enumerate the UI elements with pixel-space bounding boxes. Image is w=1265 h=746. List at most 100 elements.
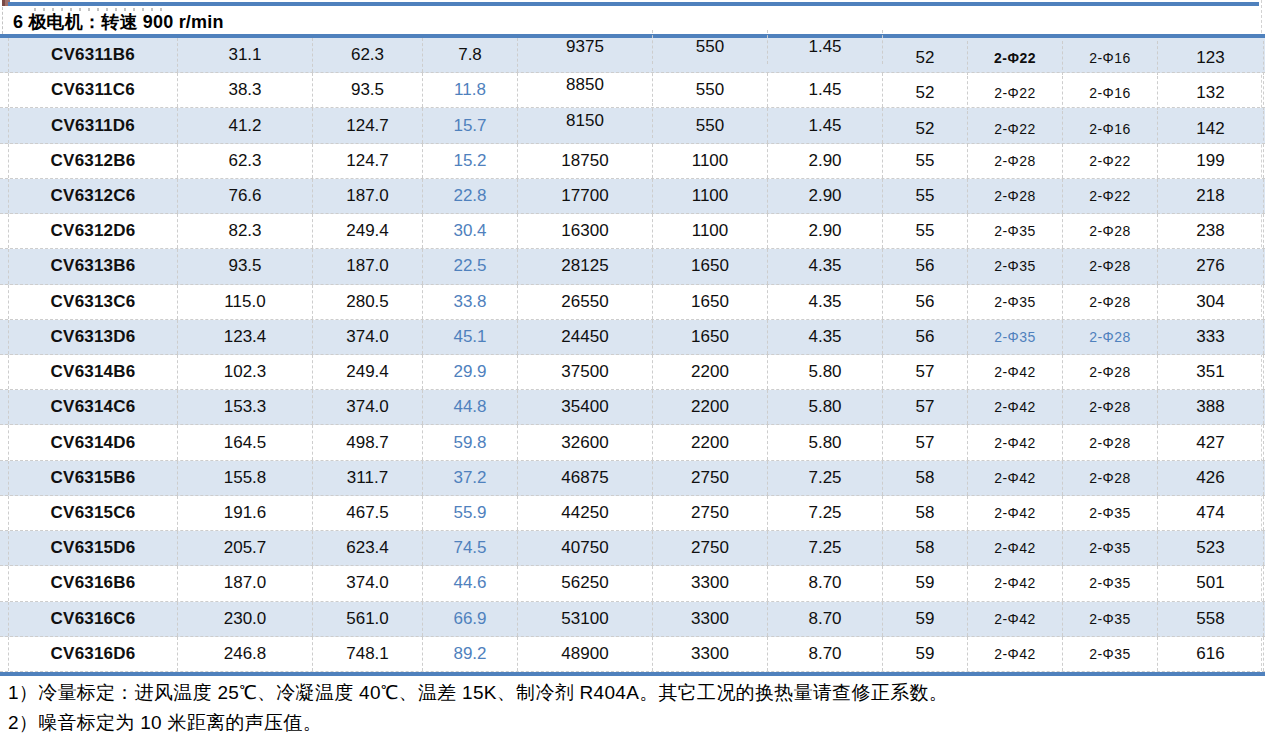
value-cell: 33.8 [423, 285, 518, 319]
value-cell: 501 [1158, 566, 1264, 600]
table-row: CV6312D682.3249.430.41630011002.90552-Φ3… [0, 214, 1265, 249]
value-cell: 2-Φ42 [968, 390, 1063, 424]
value-cell: 2-Φ35 [1063, 496, 1158, 530]
value-cell: 2-Φ22 [968, 111, 1063, 145]
value-cell: 57 [883, 425, 968, 459]
table-row: CV6314B6102.3249.429.93750022005.80572-Φ… [0, 355, 1265, 390]
value-cell: 44.6 [423, 566, 518, 600]
value-cell: 17700 [518, 179, 653, 213]
value-cell: 2-Φ42 [968, 425, 1063, 459]
table-row: CV6311D641.2124.715.781505501.45522-Φ222… [0, 108, 1265, 143]
datasheet-page: 6 极电机：转速 900 r/min CV6311B631.162.37.893… [0, 0, 1265, 746]
value-cell: 30.4 [423, 214, 518, 248]
value-cell: 52 [883, 111, 968, 145]
table-row: CV6313C6115.0280.533.82655016504.35562-Φ… [0, 285, 1265, 320]
value-cell: 2-Φ28 [1063, 285, 1158, 319]
value-cell: 2-Φ42 [968, 461, 1063, 495]
footnotes: 1）冷量标定：进风温度 25℃、冷凝温度 40℃、温差 15K、制冷剂 R404… [8, 678, 1258, 738]
value-cell: 164.5 [178, 425, 313, 459]
value-cell: 58 [883, 531, 968, 565]
value-cell: 38.3 [178, 73, 313, 107]
value-cell: 7.25 [768, 461, 883, 495]
table-row: CV6315D6205.7623.474.54075027507.25582-Φ… [0, 531, 1265, 566]
table-row: CV6313B693.5187.022.52812516504.35562-Φ3… [0, 249, 1265, 284]
value-cell: 199 [1158, 144, 1264, 178]
value-cell: 2-Φ22 [968, 41, 1063, 75]
value-cell: 623.4 [313, 531, 423, 565]
value-cell: 41.2 [178, 108, 313, 142]
value-cell: 558 [1158, 602, 1264, 636]
model-cell: CV6311C6 [8, 73, 178, 107]
value-cell: 218 [1158, 179, 1264, 213]
value-cell: 52 [883, 76, 968, 110]
value-cell: 57 [883, 390, 968, 424]
model-cell: CV6313B6 [8, 249, 178, 283]
value-cell: 187.0 [313, 179, 423, 213]
value-cell: 3300 [653, 566, 768, 600]
value-cell: 15.7 [423, 108, 518, 142]
value-cell: 2.90 [768, 214, 883, 248]
value-cell: 26550 [518, 285, 653, 319]
value-cell: 56 [883, 320, 968, 354]
value-cell: 8.70 [768, 637, 883, 671]
model-cell: CV6312C6 [8, 179, 178, 213]
value-cell: 1100 [653, 179, 768, 213]
value-cell: 44250 [518, 496, 653, 530]
value-cell: 7.25 [768, 496, 883, 530]
value-cell: 56250 [518, 566, 653, 600]
value-cell: 11.8 [423, 73, 518, 107]
value-cell: 1650 [653, 320, 768, 354]
value-cell: 7.8 [423, 38, 518, 72]
model-cell: CV6315C6 [8, 496, 178, 530]
value-cell: 2200 [653, 355, 768, 389]
value-cell: 1650 [653, 285, 768, 319]
value-cell: 616 [1158, 637, 1264, 671]
value-cell: 748.1 [313, 637, 423, 671]
value-cell: 187.0 [178, 566, 313, 600]
value-cell: 29.9 [423, 355, 518, 389]
value-cell: 45.1 [423, 320, 518, 354]
value-cell: 333 [1158, 320, 1264, 354]
value-cell: 24450 [518, 320, 653, 354]
value-cell: 8.70 [768, 566, 883, 600]
value-cell: 62.3 [178, 144, 313, 178]
value-cell: 2200 [653, 425, 768, 459]
value-cell: 2-Φ28 [1063, 249, 1158, 283]
value-cell: 102.3 [178, 355, 313, 389]
value-cell: 550 [653, 73, 768, 107]
model-cell: CV6313D6 [8, 320, 178, 354]
value-cell: 55 [883, 179, 968, 213]
value-cell: 2-Φ16 [1063, 76, 1158, 110]
footnote-2: 2）噪音标定为 10 米距离的声压值。 [8, 708, 1258, 738]
value-cell: 426 [1158, 461, 1264, 495]
value-cell: 58 [883, 461, 968, 495]
value-cell: 89.2 [423, 637, 518, 671]
value-cell: 4.35 [768, 285, 883, 319]
table-row: CV6315B6155.8311.737.24687527507.25582-Φ… [0, 461, 1265, 496]
value-cell: 374.0 [313, 320, 423, 354]
value-cell: 2-Φ35 [1063, 602, 1158, 636]
table-row: CV6315C6191.6467.555.94425027507.25582-Φ… [0, 496, 1265, 531]
section-title: 6 极电机：转速 900 r/min [13, 10, 224, 34]
value-cell: 187.0 [313, 249, 423, 283]
value-cell: 18750 [518, 144, 653, 178]
value-cell: 55 [883, 214, 968, 248]
value-cell: 55 [883, 144, 968, 178]
model-cell: CV6314C6 [8, 390, 178, 424]
value-cell: 3300 [653, 602, 768, 636]
table-bottom-border [0, 672, 1265, 676]
model-cell: CV6313C6 [8, 285, 178, 319]
value-cell: 205.7 [178, 531, 313, 565]
model-cell: CV6315B6 [8, 461, 178, 495]
value-cell: 44.8 [423, 390, 518, 424]
value-cell: 2-Φ42 [968, 531, 1063, 565]
value-cell: 59 [883, 602, 968, 636]
value-cell: 55.9 [423, 496, 518, 530]
model-cell: CV6312B6 [8, 144, 178, 178]
value-cell: 2-Φ42 [968, 496, 1063, 530]
table-row: CV6312C676.6187.022.81770011002.90552-Φ2… [0, 179, 1265, 214]
value-cell: 550 [653, 108, 768, 142]
footnote-1: 1）冷量标定：进风温度 25℃、冷凝温度 40℃、温差 15K、制冷剂 R404… [8, 678, 1258, 708]
model-cell: CV6315D6 [8, 531, 178, 565]
value-cell: 31.1 [178, 38, 313, 72]
